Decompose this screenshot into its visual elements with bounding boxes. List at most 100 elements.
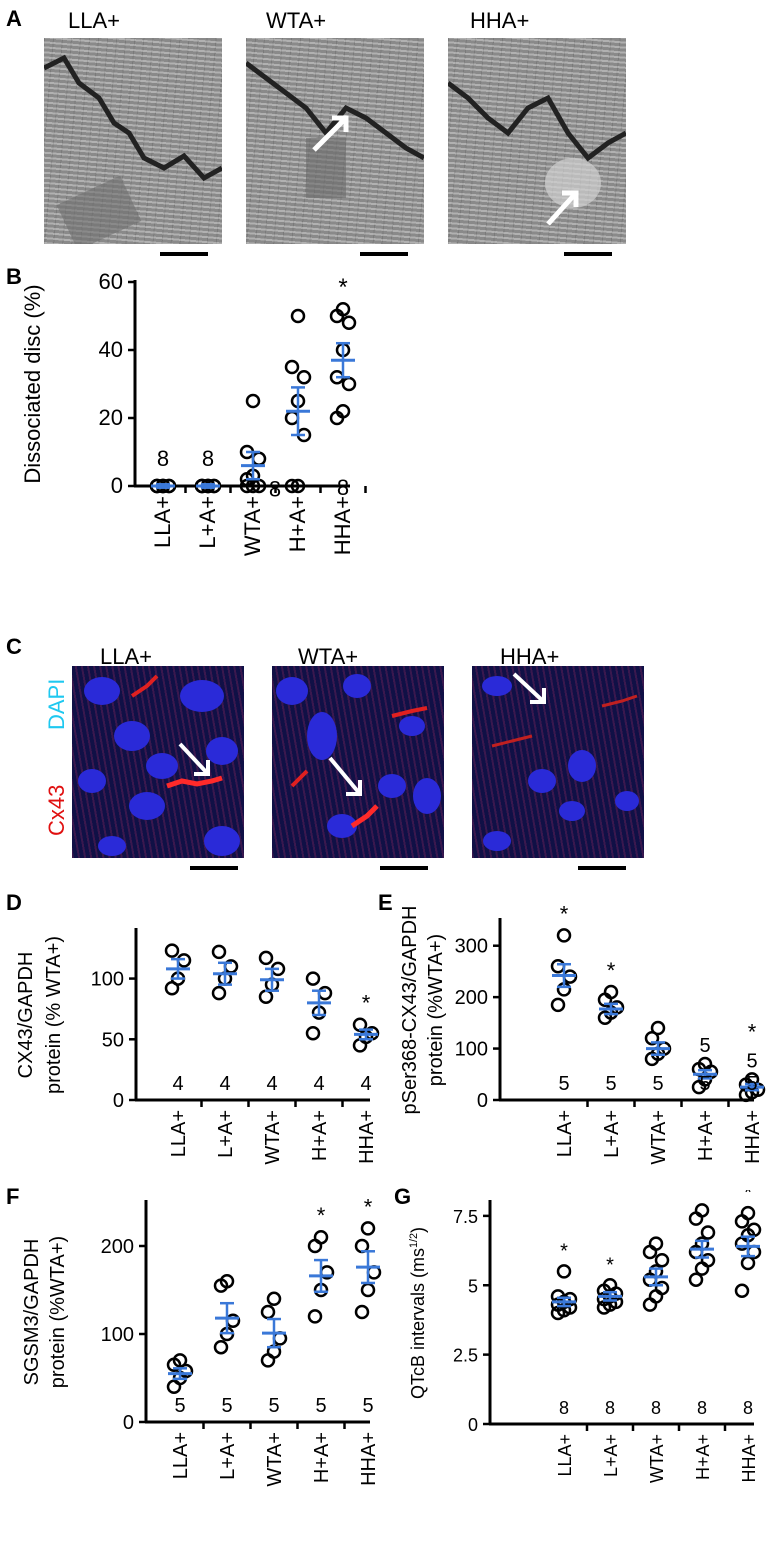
y-tick-label: 0 — [468, 1415, 478, 1435]
y-tick-label: 50 — [102, 1029, 124, 1051]
sample-size-label: 8 — [269, 477, 281, 502]
category-label: WTA+ — [240, 496, 265, 556]
pser368-cx43-chart: 0 100 200 300 LLA+ L+A+ WTA+ H+A+ HHA+ pSer368-CX… — [399, 901, 766, 1165]
significance-star: * — [744, 1190, 752, 1204]
significance-star: * — [748, 1019, 757, 1044]
data-point — [556, 1264, 572, 1279]
sample-size-label: 5 — [746, 1050, 757, 1072]
y-tick-label: 40 — [99, 337, 123, 362]
data-point — [258, 989, 274, 1005]
category-label: HHA+ — [742, 1110, 764, 1164]
sample-size-label: 8 — [202, 446, 214, 471]
category-label: H+A+ — [309, 1110, 331, 1161]
fluor-image-wta — [272, 666, 444, 858]
significance-star: * — [560, 901, 569, 926]
data-point — [211, 944, 227, 960]
y-tick-label: 20 — [99, 405, 123, 430]
data-point — [211, 985, 227, 1001]
sample-size-label: 8 — [697, 1398, 707, 1418]
sample-size-label: 5 — [315, 1395, 326, 1417]
data-point — [219, 1273, 235, 1289]
y-axis-label: SGSM3/GAPDH — [21, 1239, 43, 1386]
y-axis-label: Dissociated disc (%) — [20, 284, 45, 483]
category-label: LLA+ — [170, 1432, 192, 1479]
significance-star: * — [317, 1203, 326, 1228]
data-point — [734, 1283, 750, 1299]
category-label: WTA+ — [648, 1110, 670, 1165]
category-label: HHA+ — [358, 1432, 380, 1486]
data-point — [688, 1211, 704, 1226]
data-point — [313, 1229, 329, 1245]
data-point — [734, 1214, 750, 1229]
panel-label-c: C — [6, 634, 22, 659]
data-point — [354, 1304, 370, 1320]
data-point — [164, 943, 180, 958]
nuclei-overlay — [482, 672, 639, 851]
category-label: L+A+ — [195, 496, 220, 549]
panel-label-e: E — [378, 890, 393, 915]
data-point — [700, 1225, 716, 1240]
sample-size-label: 5 — [174, 1395, 185, 1417]
sample-size-label: 5 — [362, 1395, 373, 1417]
sample-size-label: 4 — [172, 1073, 183, 1095]
scale-bar — [564, 252, 612, 256]
data-point — [296, 369, 312, 385]
data-point — [305, 971, 321, 986]
data-point — [266, 1291, 282, 1307]
category-label: WTA+ — [264, 1432, 286, 1487]
sample-size-label: 5 — [268, 1395, 279, 1417]
arrow-icon — [312, 115, 349, 152]
category-label: L+A+ — [215, 1110, 237, 1158]
significance-star: * — [364, 1194, 373, 1219]
data-point — [305, 1025, 321, 1041]
data-point — [654, 1253, 670, 1268]
significance-star: * — [338, 274, 347, 301]
data-point — [654, 1280, 670, 1296]
sample-size-label: 8 — [651, 1398, 661, 1418]
sample-size-label: 5 — [558, 1073, 569, 1095]
sample-size-label: 5 — [699, 1073, 710, 1095]
sample-size-label: 5 — [605, 1073, 616, 1095]
data-point — [284, 410, 300, 426]
y-tick-label: 2.5 — [453, 1346, 478, 1366]
category-label: WTA+ — [262, 1110, 284, 1165]
data-point — [650, 1020, 666, 1036]
nuclei-overlay — [78, 674, 240, 856]
category-label: HHA+ — [356, 1110, 378, 1164]
sample-size-label: 8 — [559, 1398, 569, 1418]
y-axis-label: protein (%WTA+) — [47, 1236, 69, 1388]
y-axis-label-end: ) — [408, 1227, 428, 1233]
em-micrograph-lla — [44, 38, 222, 244]
category-label: LLA+ — [150, 496, 175, 548]
panel-label-f: F — [6, 1184, 20, 1209]
category-label: LLA+ — [554, 1110, 576, 1157]
intercalated-disc-trace — [246, 61, 424, 198]
scale-bar — [160, 252, 208, 256]
sample-size-label: 5 — [746, 1073, 757, 1095]
data-point — [335, 301, 351, 317]
fluor-title-hha: HHA+ — [500, 644, 560, 669]
data-point — [245, 393, 261, 409]
data-point — [335, 403, 351, 419]
data-point — [550, 997, 566, 1013]
data-point — [251, 451, 267, 467]
arrow-icon — [178, 742, 210, 776]
micrograph-title-wta: WTA+ — [266, 8, 327, 33]
data-point — [290, 478, 306, 494]
fluor-title-wta: WTA+ — [298, 644, 359, 669]
data-point — [341, 315, 357, 331]
nuclei-overlay — [276, 674, 441, 838]
fluor-image-hha — [472, 666, 644, 858]
data-point — [648, 1289, 664, 1304]
sample-size-label: 4 — [313, 1073, 324, 1095]
data-point — [556, 928, 572, 943]
panel-label-d: D — [6, 890, 22, 915]
y-tick-label: 100 — [455, 1039, 488, 1061]
category-label: H+A+ — [311, 1432, 333, 1483]
scale-bar — [190, 866, 238, 870]
dissociated-disc-chart: 0 20 40 60 LLA+ L+A+ WTA+ H+A+ HHA+ Dissociated d… — [20, 270, 367, 556]
data-point — [213, 1339, 229, 1355]
qtcb-intervals-chart: 0 2.5 5 7.5 LLA+ L+A+ WTA+ H+A+ HHA+ QTcB interva… — [408, 1190, 762, 1483]
y-axis-label: protein (% WTA+) — [43, 936, 65, 1094]
data-point — [225, 1313, 241, 1329]
